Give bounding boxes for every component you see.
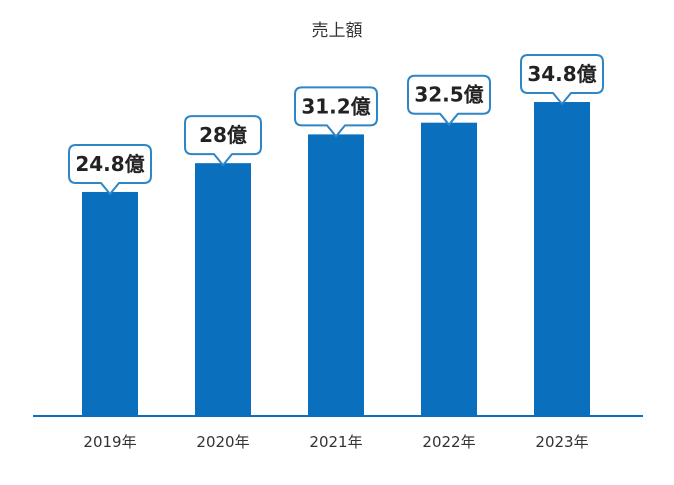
data-label: 32.5億 [414, 83, 483, 107]
data-label-callout [294, 86, 378, 138]
x-tick-label: 2019年 [83, 433, 136, 451]
x-tick-label: 2022年 [422, 433, 475, 451]
bar [82, 191, 138, 415]
chart-title: 売上額 [312, 21, 363, 41]
bars-group [82, 102, 590, 416]
bar [421, 122, 477, 415]
data-label: 24.8億 [75, 152, 144, 176]
data-label-callout [520, 54, 604, 106]
data-label-callout [407, 74, 491, 126]
x-tick-label: 2021年 [309, 433, 362, 451]
bar [195, 163, 251, 415]
data-label: 28億 [199, 123, 247, 147]
data-label-callout [68, 143, 152, 195]
x-tick-label: 2020年 [196, 433, 249, 451]
bar [534, 102, 590, 416]
data-label-callout [184, 115, 262, 167]
x-tick-labels: 2019年 2020年 2021年 2022年 2023年 [83, 433, 588, 451]
x-tick-label: 2023年 [535, 433, 588, 451]
data-label: 31.2億 [301, 94, 370, 118]
data-labels-group: 24.8億 28億 31.2億 32.5億 34.8億 [68, 54, 604, 195]
bar [308, 134, 364, 415]
data-label: 34.8億 [527, 62, 596, 86]
